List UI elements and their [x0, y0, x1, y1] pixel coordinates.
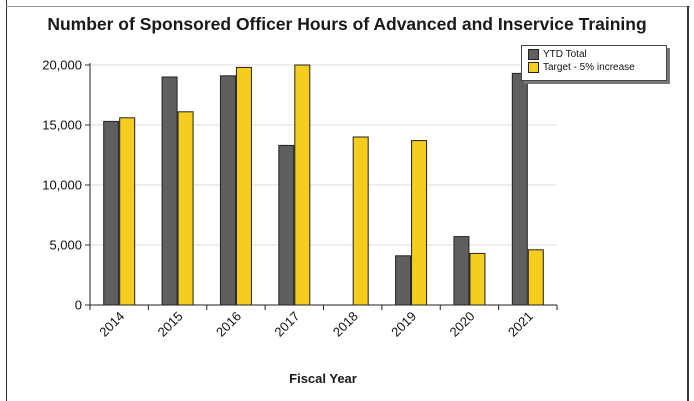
y-tick-label: 15,000 [42, 118, 82, 133]
legend-item-ytd-total: YTD Total [528, 49, 587, 61]
x-tick-label: 2017 [271, 309, 302, 340]
legend-item-target: Target - 5% increase [528, 62, 635, 74]
bar-ytd-total [161, 76, 178, 306]
bar-ytd-total [395, 255, 412, 306]
frame-right-edge [687, 6, 689, 401]
legend-label-ytd-total: YTD Total [543, 49, 587, 61]
legend-swatch-target [528, 62, 539, 73]
bar-target [177, 111, 194, 306]
x-tick-label: 2014 [96, 309, 127, 340]
y-tick-label: 20,000 [42, 58, 82, 73]
y-tick-label: 5,000 [49, 238, 82, 253]
legend-label-target: Target - 5% increase [543, 62, 635, 74]
bar-target [469, 252, 486, 306]
frame-top-edge [6, 6, 690, 7]
bar-target [527, 249, 544, 306]
y-tick-label: 0 [75, 298, 82, 313]
x-axis-title: Fiscal Year [289, 371, 357, 386]
bar-ytd-total [103, 120, 120, 306]
chart-legend: YTD Total Target - 5% increase [521, 45, 667, 81]
bar-ytd-total [219, 75, 236, 306]
bar-ytd-total [278, 144, 295, 306]
frame-left-edge [6, 0, 7, 401]
x-tick-label: 2018 [330, 309, 361, 340]
legend-swatch-ytd-total [528, 49, 539, 60]
bar-target [294, 64, 311, 306]
x-tick-label: 2019 [388, 309, 419, 340]
x-tick-label: 2016 [213, 309, 244, 340]
bar-ytd-total [511, 72, 528, 306]
bar-target [235, 66, 252, 306]
x-tick-label: 2020 [447, 309, 478, 340]
bar-ytd-total [453, 236, 470, 306]
x-tick-label: 2015 [155, 309, 186, 340]
bar-target [119, 117, 136, 306]
chart-title: Number of Sponsored Officer Hours of Adv… [47, 14, 647, 34]
x-tick-label: 2021 [505, 309, 536, 340]
y-tick-label: 10,000 [42, 178, 82, 193]
bar-target [352, 136, 369, 306]
bar-target [411, 140, 428, 306]
